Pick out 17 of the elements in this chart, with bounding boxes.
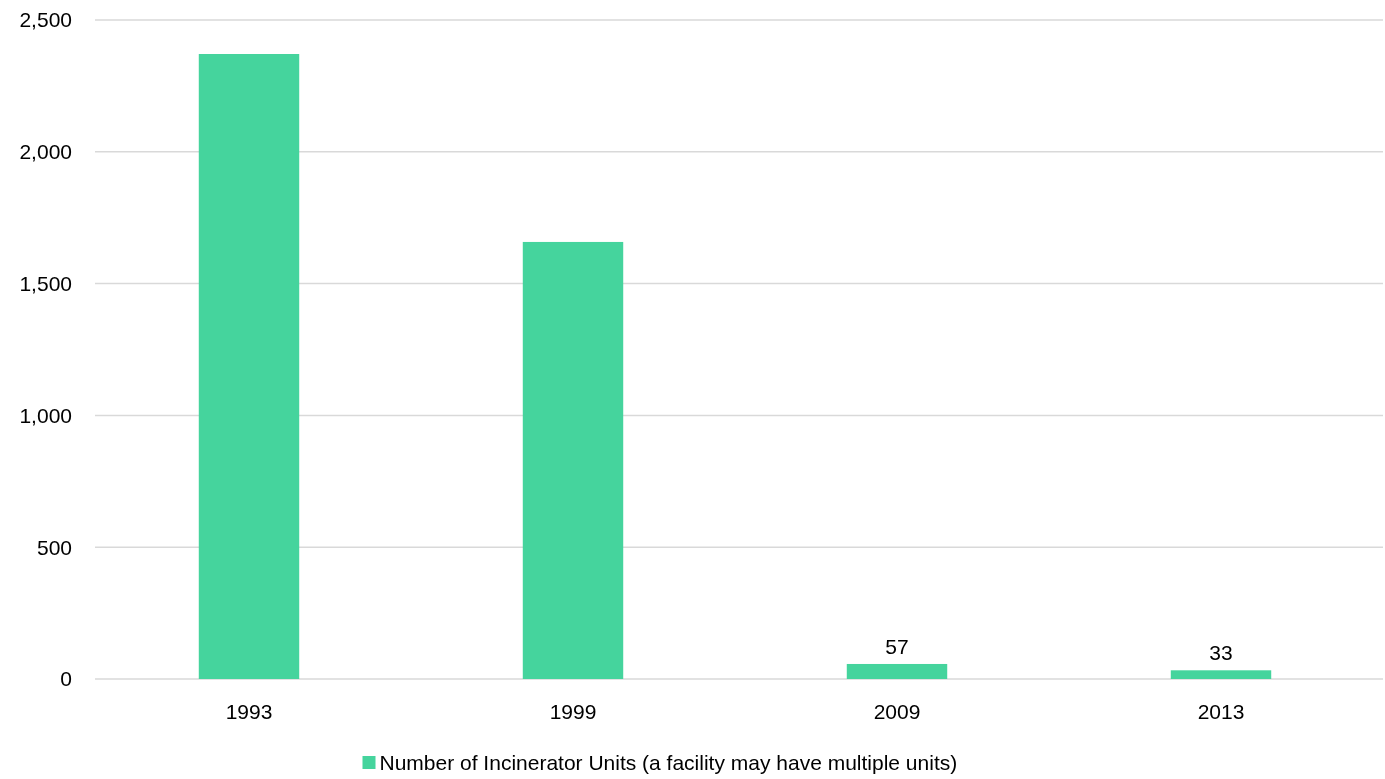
bar (522, 241, 624, 679)
x-tick-label: 2013 (1197, 700, 1245, 723)
y-tick-label: 2,500 (19, 8, 72, 32)
y-tick-label: 0 (60, 667, 72, 691)
legend-label: Number of Incinerator Units (a facility may have multiple units) (379, 751, 958, 775)
x-tick-label: 1999 (549, 700, 597, 723)
bar (846, 663, 948, 679)
x-tick-label: 1993 (225, 700, 273, 723)
data-label: 33 (1209, 641, 1233, 665)
x-tick-label: 2009 (873, 700, 921, 723)
bar (1170, 670, 1272, 679)
y-tick-label: 500 (36, 535, 72, 559)
y-tick-label: 1,000 (19, 403, 72, 427)
y-tick-label: 1,500 (19, 271, 72, 295)
data-label: 57 (885, 634, 909, 658)
bar (198, 54, 300, 679)
y-tick-label: 2,000 (19, 140, 72, 164)
